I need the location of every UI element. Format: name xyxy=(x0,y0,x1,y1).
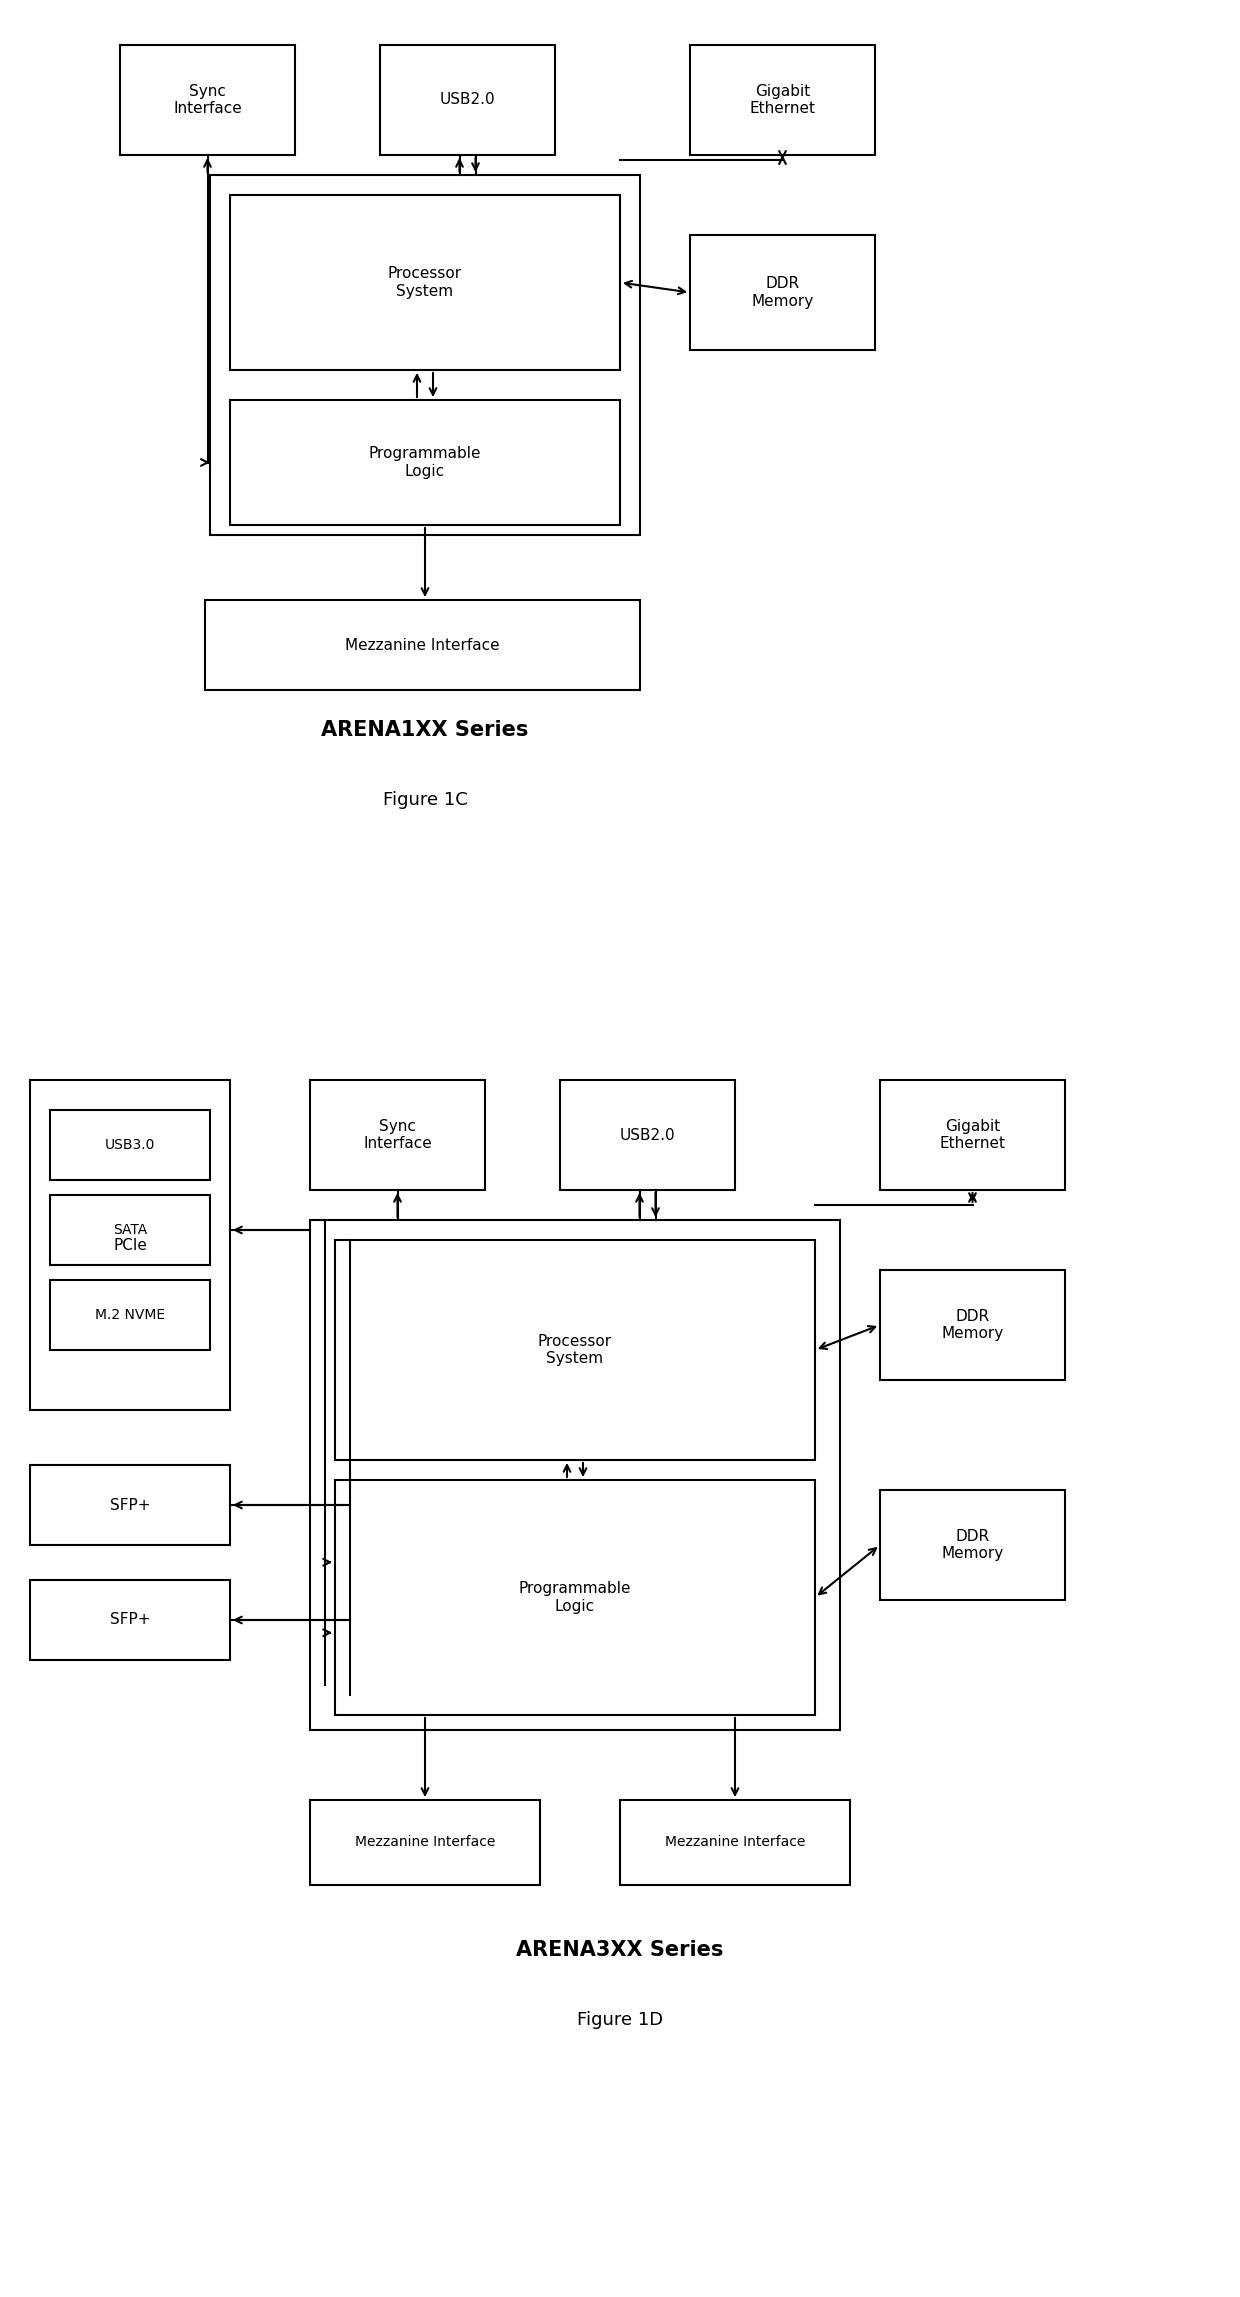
Bar xyxy=(689,46,875,154)
Bar xyxy=(30,1580,229,1661)
Bar xyxy=(335,1479,815,1716)
Bar xyxy=(229,400,620,526)
Text: Programmable
Logic: Programmable Logic xyxy=(518,1580,631,1615)
Text: SATA: SATA xyxy=(113,1222,148,1238)
Bar xyxy=(310,1080,485,1190)
Text: Sync
Interface: Sync Interface xyxy=(174,83,242,117)
Bar xyxy=(379,46,556,154)
Bar xyxy=(335,1240,815,1461)
Bar xyxy=(30,1465,229,1546)
Bar xyxy=(880,1491,1065,1601)
Bar xyxy=(50,1109,210,1181)
Bar xyxy=(30,1080,229,1410)
Text: Gigabit
Ethernet: Gigabit Ethernet xyxy=(749,83,816,117)
Text: SFP+: SFP+ xyxy=(110,1498,150,1511)
Text: Figure 1D: Figure 1D xyxy=(577,2010,663,2028)
Text: Mezzanine Interface: Mezzanine Interface xyxy=(665,1835,805,1849)
Text: DDR
Memory: DDR Memory xyxy=(941,1530,1003,1562)
Text: Mezzanine Interface: Mezzanine Interface xyxy=(345,639,500,652)
Text: USB3.0: USB3.0 xyxy=(105,1137,155,1153)
Text: Figure 1C: Figure 1C xyxy=(383,790,467,809)
Text: ARENA3XX Series: ARENA3XX Series xyxy=(516,1941,724,1959)
Text: M.2 NVME: M.2 NVME xyxy=(95,1307,165,1323)
Text: USB2.0: USB2.0 xyxy=(620,1128,676,1142)
Text: Sync
Interface: Sync Interface xyxy=(363,1119,432,1151)
Bar xyxy=(210,175,640,535)
Text: USB2.0: USB2.0 xyxy=(440,92,495,108)
Bar xyxy=(310,1220,839,1730)
Bar xyxy=(310,1801,539,1886)
Bar xyxy=(50,1279,210,1351)
Bar xyxy=(880,1270,1065,1380)
Text: DDR
Memory: DDR Memory xyxy=(751,276,813,308)
Text: Programmable
Logic: Programmable Logic xyxy=(368,446,481,478)
Bar xyxy=(560,1080,735,1190)
Bar xyxy=(50,1194,210,1266)
Text: Mezzanine Interface: Mezzanine Interface xyxy=(355,1835,495,1849)
Text: DDR
Memory: DDR Memory xyxy=(941,1309,1003,1341)
Bar xyxy=(120,46,295,154)
Text: ARENA1XX Series: ARENA1XX Series xyxy=(321,719,528,740)
Text: Gigabit
Ethernet: Gigabit Ethernet xyxy=(940,1119,1006,1151)
Text: PCIe: PCIe xyxy=(113,1238,146,1252)
Bar xyxy=(880,1080,1065,1190)
Text: Processor
System: Processor System xyxy=(388,266,463,299)
Bar xyxy=(205,600,640,689)
Bar xyxy=(620,1801,849,1886)
Bar xyxy=(229,195,620,370)
Text: Processor
System: Processor System xyxy=(538,1335,613,1367)
Text: SFP+: SFP+ xyxy=(110,1612,150,1629)
Bar xyxy=(689,234,875,349)
